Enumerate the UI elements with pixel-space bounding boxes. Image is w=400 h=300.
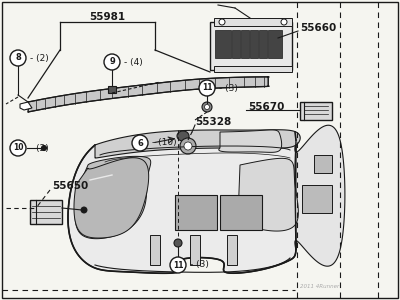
- Text: 6: 6: [137, 139, 143, 148]
- Circle shape: [170, 257, 186, 273]
- Polygon shape: [68, 140, 296, 273]
- Circle shape: [81, 207, 87, 213]
- Circle shape: [199, 80, 215, 96]
- Circle shape: [42, 146, 46, 151]
- Bar: [214, 18, 292, 26]
- Text: 55670: 55670: [248, 102, 284, 112]
- Polygon shape: [235, 158, 298, 231]
- Circle shape: [281, 19, 287, 25]
- Text: - (3): - (3): [190, 260, 209, 269]
- Bar: [314, 155, 332, 173]
- Text: - (4): - (4): [124, 58, 143, 67]
- Bar: [150, 235, 160, 265]
- Circle shape: [219, 19, 225, 25]
- Bar: [220, 195, 262, 230]
- Text: - (2): - (2): [30, 143, 49, 152]
- Bar: [250, 30, 258, 58]
- Circle shape: [180, 138, 196, 154]
- Bar: [175, 195, 217, 230]
- FancyBboxPatch shape: [30, 200, 62, 224]
- Text: 11: 11: [202, 83, 212, 92]
- Text: 9: 9: [109, 58, 115, 67]
- Bar: [214, 66, 292, 72]
- Bar: [210, 22, 292, 70]
- Circle shape: [10, 50, 26, 66]
- Polygon shape: [20, 102, 32, 110]
- Bar: [268, 30, 282, 58]
- Circle shape: [204, 104, 210, 110]
- Polygon shape: [95, 130, 300, 158]
- Bar: [302, 185, 332, 213]
- Text: - (10): - (10): [152, 139, 177, 148]
- Ellipse shape: [177, 131, 189, 141]
- Polygon shape: [28, 77, 269, 112]
- Circle shape: [132, 135, 148, 151]
- Bar: [227, 235, 237, 265]
- Text: 8: 8: [15, 53, 21, 62]
- Bar: [190, 235, 200, 265]
- Bar: [259, 30, 267, 58]
- Circle shape: [104, 54, 120, 70]
- Text: 55328: 55328: [195, 117, 231, 127]
- Circle shape: [10, 140, 26, 156]
- FancyBboxPatch shape: [300, 102, 332, 120]
- Polygon shape: [74, 158, 149, 238]
- Bar: [215, 30, 231, 58]
- Polygon shape: [219, 130, 282, 152]
- Text: 10: 10: [13, 143, 23, 152]
- Circle shape: [184, 142, 192, 150]
- Text: 55981: 55981: [89, 12, 125, 22]
- Text: - (2): - (2): [30, 53, 49, 62]
- Text: 55660: 55660: [300, 23, 336, 33]
- Bar: [241, 30, 249, 58]
- Circle shape: [202, 102, 212, 112]
- Bar: [108, 86, 116, 93]
- Text: - (3): - (3): [219, 83, 238, 92]
- Circle shape: [174, 239, 182, 247]
- Polygon shape: [75, 156, 151, 239]
- Text: 11: 11: [173, 260, 183, 269]
- Text: 55650: 55650: [52, 181, 88, 191]
- Bar: [232, 30, 240, 58]
- Polygon shape: [295, 125, 345, 266]
- Text: 2011 4Runner: 2011 4Runner: [300, 284, 339, 289]
